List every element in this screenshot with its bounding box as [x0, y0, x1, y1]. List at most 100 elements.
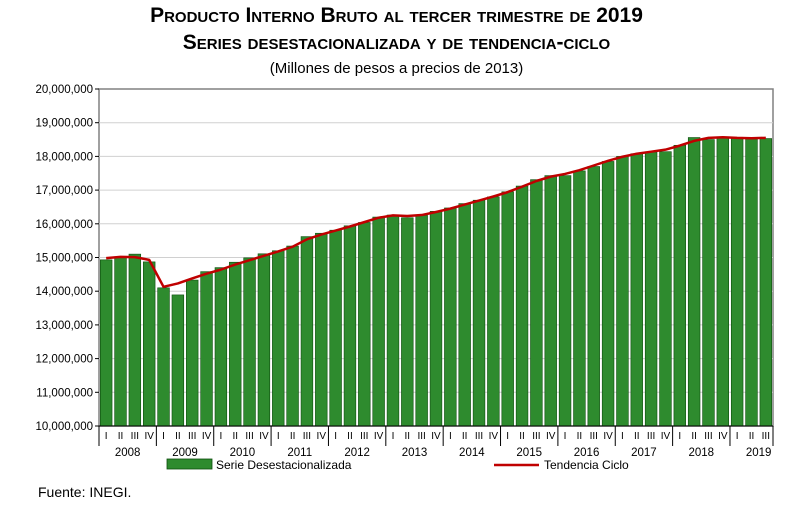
bar [272, 250, 285, 427]
bar [530, 179, 543, 427]
bar [745, 138, 758, 427]
bar [687, 137, 701, 427]
bar [214, 267, 228, 427]
x-tick-label: III [647, 431, 655, 442]
y-tick-label: 20,000,000 [35, 84, 93, 96]
x-tick-label: III [360, 431, 368, 442]
x-tick-label: I [392, 431, 395, 442]
year-label: 2019 [746, 447, 772, 459]
chart-subtitle: (Millones de pesos a precios de 2013) [269, 60, 524, 77]
x-tick-label: IV [718, 431, 728, 442]
bar [128, 253, 142, 427]
bar [501, 191, 514, 427]
year-label: 2012 [344, 447, 370, 459]
source-note: Fuente: INEGI. [38, 484, 132, 500]
bar [444, 207, 457, 427]
year-label: 2008 [115, 447, 141, 459]
bar [358, 222, 371, 427]
x-tick-label: III [303, 431, 311, 442]
year-label: 2016 [574, 447, 600, 459]
y-tick-label: 10,000,000 [35, 421, 93, 433]
y-tick-label: 13,000,000 [35, 320, 93, 332]
bar [487, 196, 500, 427]
year-label: 2015 [516, 447, 542, 459]
y-tick-label: 18,000,000 [35, 151, 93, 163]
bar [558, 175, 572, 427]
x-tick-label: I [105, 431, 108, 442]
bar [644, 151, 658, 427]
x-tick-label: III [704, 431, 712, 442]
bar [702, 139, 715, 427]
bar-series [99, 137, 773, 427]
year-label: 2017 [631, 447, 657, 459]
year-label: 2010 [230, 447, 256, 459]
x-tick-label: IV [202, 431, 212, 442]
x-tick-label: IV [374, 431, 384, 442]
y-tick-label: 11,000,000 [36, 387, 93, 399]
y-tick-label: 12,000,000 [35, 354, 93, 366]
bar [458, 203, 471, 427]
bar [730, 138, 744, 427]
x-tick-label: II [175, 431, 181, 442]
bar [186, 279, 199, 427]
x-tick-label: III [532, 431, 540, 442]
year-label: 2013 [402, 447, 428, 459]
bar [587, 166, 600, 427]
x-tick-label: II [347, 431, 353, 442]
bar [99, 259, 113, 427]
year-label: 2009 [172, 447, 198, 459]
x-tick-label: III [417, 431, 425, 442]
legend-bar-label: Serie Desestacionalizada [216, 458, 352, 472]
x-tick-label: II [519, 431, 525, 442]
x-tick-label: II [691, 431, 697, 442]
x-tick-label: IV [603, 431, 613, 442]
x-tick-label: IV [317, 431, 327, 442]
bar [573, 170, 586, 427]
bar [229, 261, 242, 427]
bar [415, 215, 428, 427]
x-tick-label: IV [546, 431, 556, 442]
bar [286, 245, 299, 427]
bar [157, 287, 170, 427]
x-tick-label: IV [431, 431, 441, 442]
bar [673, 144, 686, 427]
year-label: 2011 [287, 447, 312, 459]
bar [429, 211, 443, 427]
x-tick-label: IV [661, 431, 671, 442]
x-tick-label: III [475, 431, 483, 442]
bar [401, 217, 414, 427]
y-axis: 10,000,000 11,000,000 12,000,000 13,000,000… [35, 84, 99, 433]
bar [515, 185, 529, 427]
bar [200, 271, 213, 427]
y-tick-label: 17,000,000 [35, 185, 93, 197]
x-tick-label: II [232, 431, 238, 442]
x-tick-label: I [220, 431, 223, 442]
x-tick-label: I [506, 431, 509, 442]
x-tick-label: I [621, 431, 624, 442]
bar [659, 151, 672, 427]
bar [143, 261, 156, 427]
legend: Serie Desestacionalizada Tendencia Ciclo [166, 458, 629, 472]
x-tick-label: II [749, 431, 755, 442]
bar [329, 229, 342, 427]
bar [616, 156, 629, 427]
bar [114, 257, 127, 427]
legend-bar-swatch [166, 458, 213, 470]
chart-title-line2: Series desestacionalizada y de tendencia… [182, 31, 611, 54]
x-tick-label: I [162, 431, 165, 442]
bar [343, 225, 357, 427]
bar [601, 161, 615, 427]
x-tick-label: I [334, 431, 337, 442]
x-tick-label: I [564, 431, 567, 442]
x-tick-label: III [590, 431, 598, 442]
bar [315, 232, 328, 427]
bar [386, 214, 400, 427]
x-tick-label: IV [144, 431, 154, 442]
x-tick-label: II [634, 431, 640, 442]
chart-title: Producto Interno Bruto al tercer trimest… [150, 4, 643, 27]
bar [300, 236, 314, 427]
year-label: 2014 [459, 447, 485, 459]
bar [759, 138, 773, 427]
bar [372, 216, 385, 427]
